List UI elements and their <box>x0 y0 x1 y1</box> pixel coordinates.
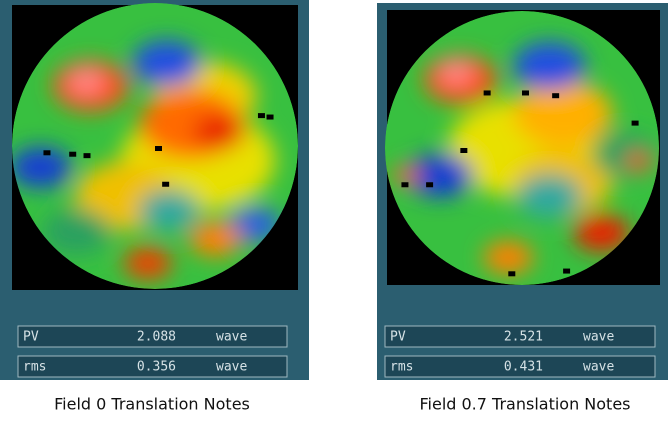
color-region <box>406 153 473 198</box>
wavefront-map <box>385 11 659 285</box>
color-region <box>138 189 201 231</box>
map-colors <box>392 41 658 275</box>
readout-value: 0.356 <box>137 360 176 375</box>
panel: PV 2.521 wave rms 0.431 wave Field 0.7 Transla… <box>377 3 668 414</box>
readout-unit: wave <box>583 330 614 345</box>
color-region <box>42 208 111 255</box>
color-region <box>513 80 613 147</box>
readout-unit: wave <box>583 360 614 375</box>
color-region <box>132 40 201 86</box>
wavefront-map <box>12 3 298 289</box>
speck <box>83 153 91 159</box>
readout-unit: wave <box>216 330 247 345</box>
color-region <box>483 241 533 275</box>
readout-box <box>384 355 656 378</box>
color-region <box>189 221 241 257</box>
color-region <box>516 174 583 218</box>
speck <box>43 150 51 156</box>
speck <box>401 182 409 188</box>
color-region <box>123 247 172 280</box>
readout-value: 0.431 <box>504 360 543 375</box>
caption: Field 0.7 Translation Notes <box>419 395 630 414</box>
readout-box <box>17 355 288 378</box>
readout-label: PV <box>390 330 406 345</box>
readout-box <box>17 325 288 348</box>
speck <box>483 90 491 96</box>
readout-value: 2.521 <box>504 330 543 345</box>
caption: Field 0 Translation Notes <box>54 395 250 414</box>
speck <box>155 146 162 151</box>
speck <box>266 114 274 120</box>
speck <box>552 93 560 99</box>
color-region <box>625 152 652 171</box>
color-region <box>573 214 630 252</box>
speck <box>460 148 468 153</box>
color-region <box>229 207 281 242</box>
color-region <box>392 166 419 185</box>
speck <box>426 182 434 188</box>
map-colors <box>12 40 281 280</box>
color-region <box>193 114 246 149</box>
readout-unit: wave <box>216 360 247 375</box>
color-region <box>591 132 658 177</box>
readout-label: rms <box>23 360 46 375</box>
readout-label: rms <box>390 360 413 375</box>
color-region <box>69 70 104 94</box>
readout-value: 2.088 <box>137 330 176 345</box>
speck <box>257 113 265 119</box>
color-region <box>12 146 72 189</box>
speck <box>508 271 516 277</box>
speck <box>563 268 571 274</box>
panel: PV 2.088 wave rms 0.356 wave Field 0 Translati… <box>0 0 309 414</box>
color-region <box>439 61 473 84</box>
speck <box>522 90 529 96</box>
readout-label: PV <box>23 330 39 345</box>
speck <box>631 120 639 126</box>
speck <box>162 181 170 187</box>
speck <box>69 151 77 157</box>
readout-box <box>384 325 656 348</box>
color-region <box>513 41 586 90</box>
